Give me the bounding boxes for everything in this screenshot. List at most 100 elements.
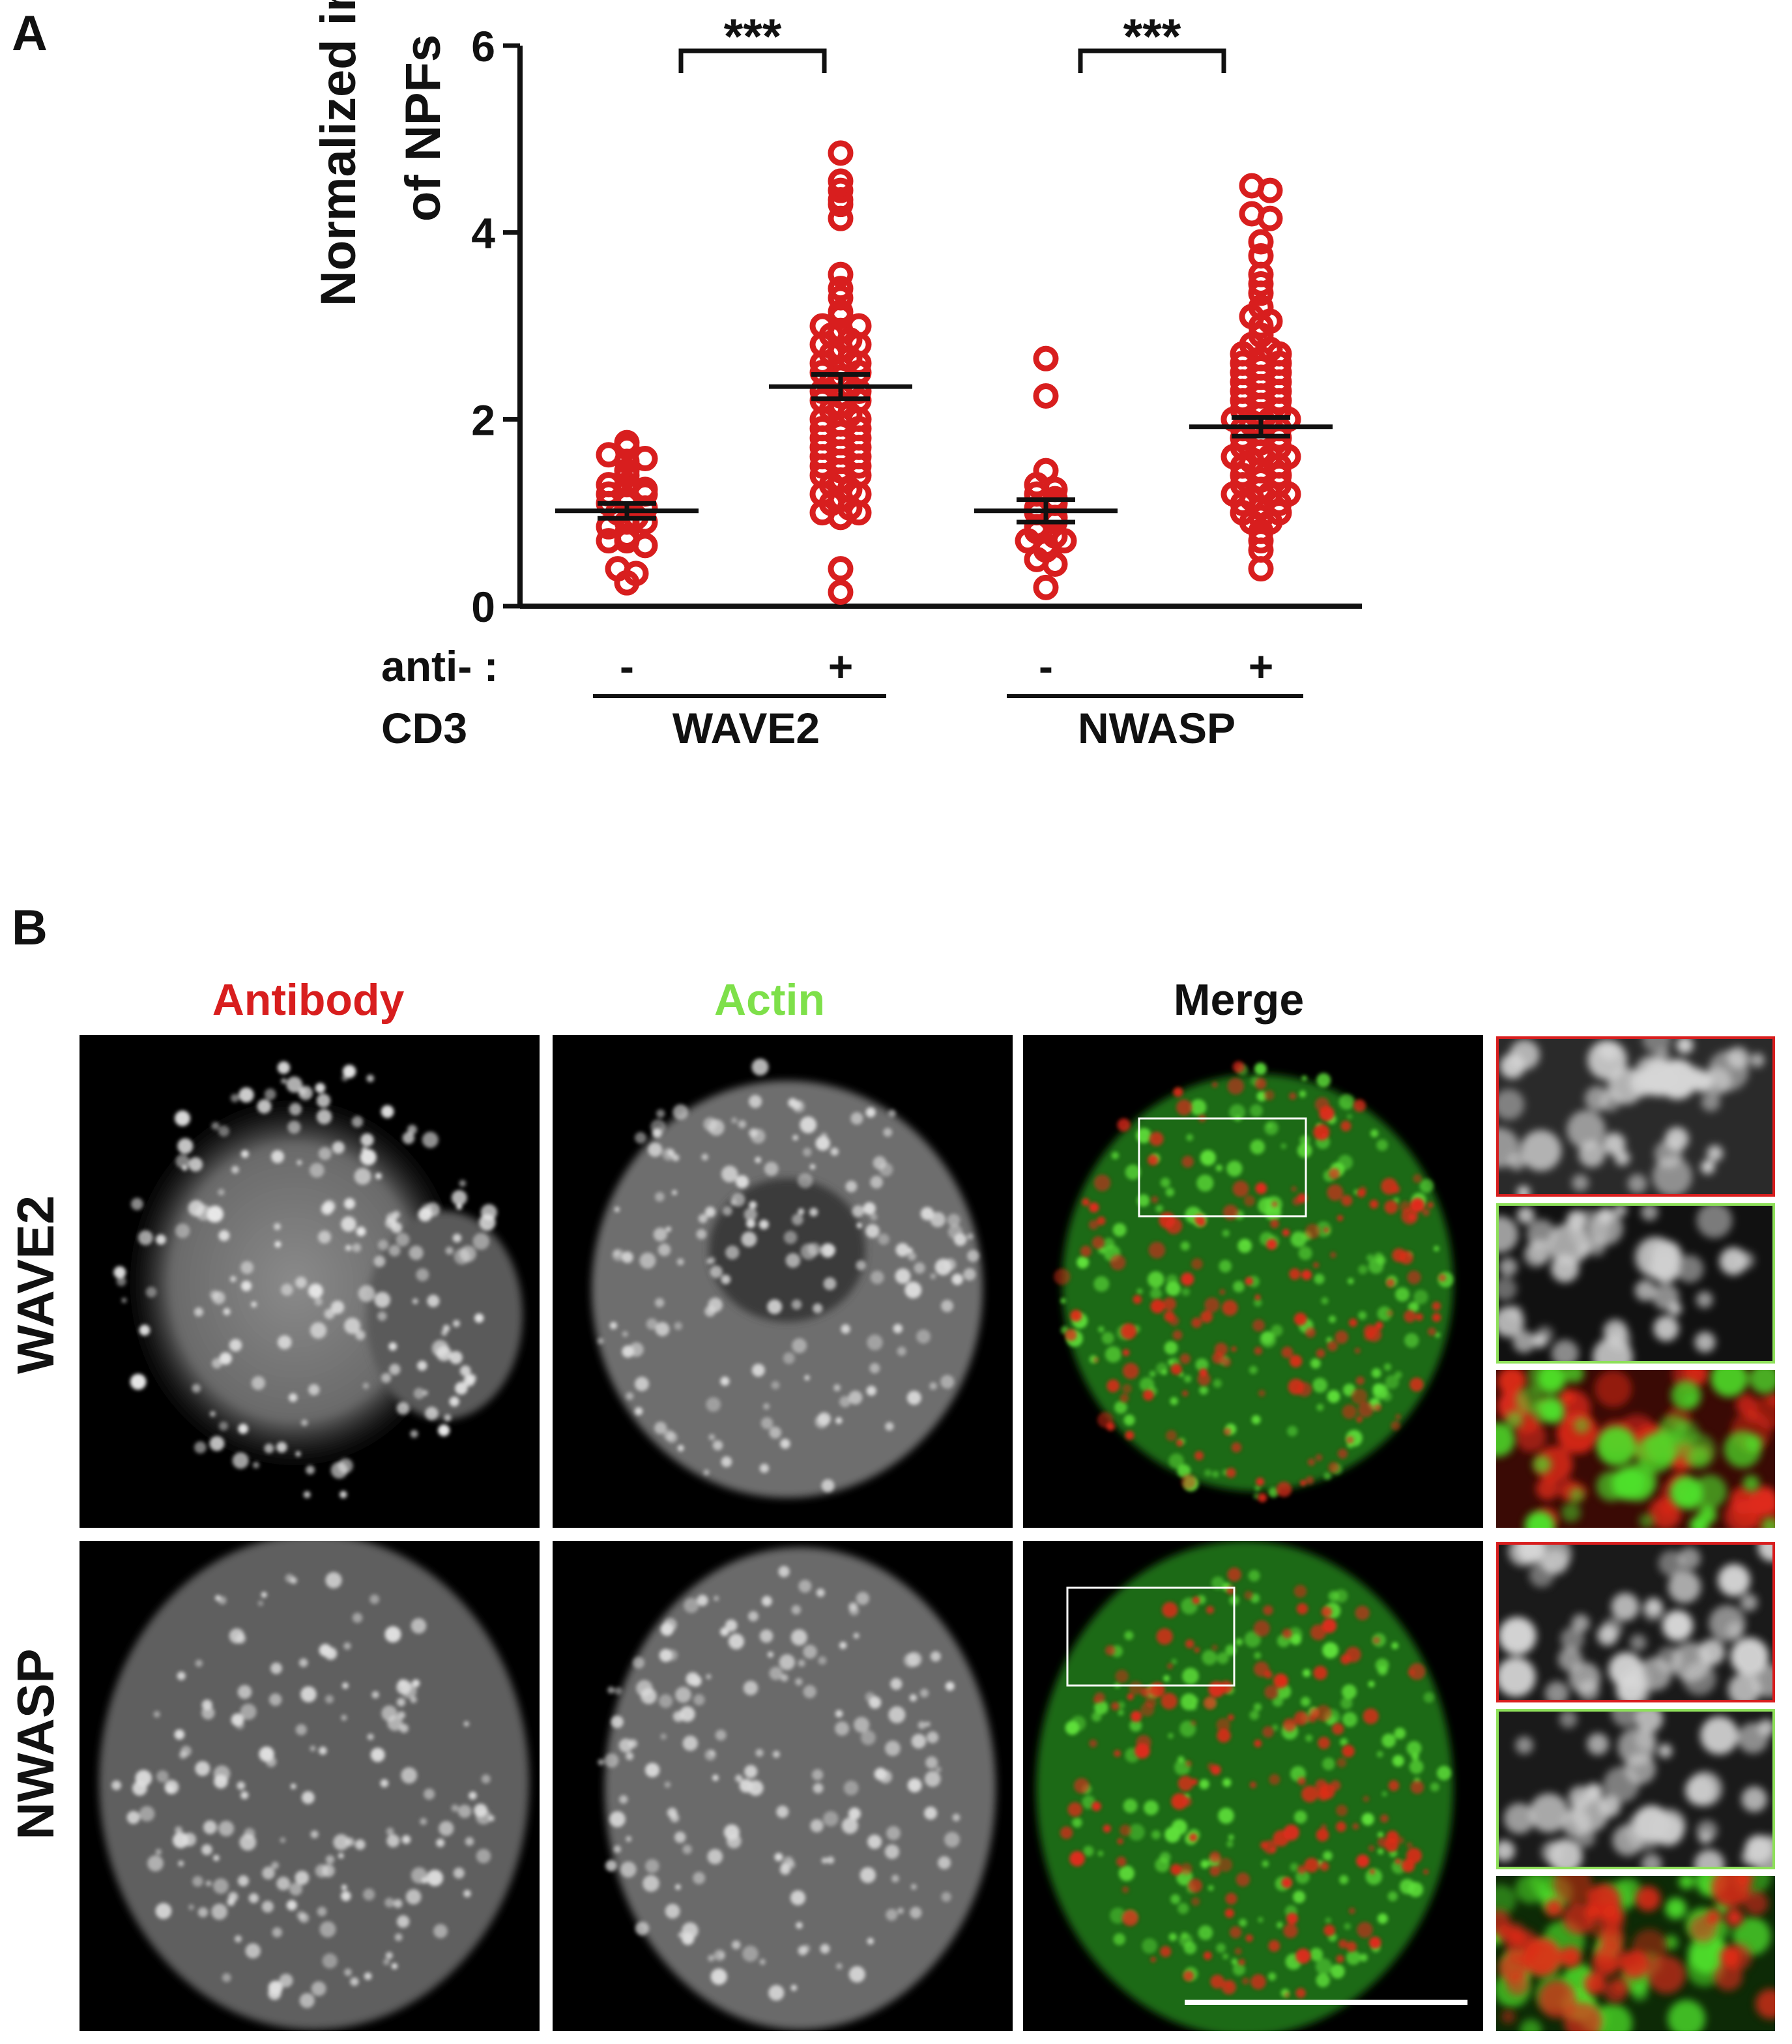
punctum xyxy=(1179,1353,1191,1364)
punctum xyxy=(1679,1876,1695,1890)
punctum xyxy=(1111,1702,1120,1710)
data-point xyxy=(828,276,854,302)
punctum xyxy=(300,1686,317,1702)
punctum xyxy=(1501,2009,1516,2024)
punctum xyxy=(1250,1974,1266,1990)
punctum xyxy=(1181,1272,1194,1286)
wave2-antibody-image xyxy=(79,1035,540,1528)
punctum xyxy=(1103,1238,1115,1249)
data-point xyxy=(828,299,854,325)
punctum xyxy=(1499,1277,1517,1301)
punctum xyxy=(1244,1631,1261,1648)
punctum xyxy=(1082,1198,1090,1206)
punctum xyxy=(1185,1760,1192,1767)
punctum xyxy=(670,1813,680,1822)
punctum xyxy=(270,1662,282,1674)
punctum xyxy=(1120,1323,1137,1339)
significance-label-nwasp: *** xyxy=(1123,9,1181,65)
punctum xyxy=(1387,1309,1394,1317)
punctum xyxy=(810,1819,824,1833)
punctum xyxy=(893,1324,903,1334)
punctum xyxy=(1630,1634,1647,1651)
punctum xyxy=(1361,1813,1374,1826)
punctum xyxy=(322,1953,338,1969)
punctum xyxy=(1585,1086,1610,1111)
punctum xyxy=(257,1099,272,1114)
punctum xyxy=(845,1180,858,1193)
punctum xyxy=(177,1138,194,1154)
punctum xyxy=(890,1678,903,1690)
punctum xyxy=(1190,1099,1207,1116)
punctum xyxy=(341,1216,356,1232)
punctum xyxy=(1228,1714,1234,1721)
punctum xyxy=(1116,1856,1127,1867)
punctum xyxy=(1269,1774,1280,1785)
punctum xyxy=(1499,1216,1518,1253)
punctum xyxy=(1186,1133,1194,1141)
punctum xyxy=(1168,1359,1174,1365)
punctum xyxy=(1191,1897,1200,1906)
punctum xyxy=(1097,1850,1104,1857)
punctum xyxy=(619,1795,628,1804)
punctum xyxy=(1222,1204,1239,1220)
punctum xyxy=(1258,1917,1264,1923)
punctum xyxy=(311,1981,326,1996)
punctum xyxy=(1337,1757,1347,1768)
punctum xyxy=(655,1191,665,1202)
punctum xyxy=(381,1105,394,1118)
punctum xyxy=(1225,1893,1237,1905)
punctum xyxy=(299,1993,315,2008)
punctum xyxy=(341,1891,351,1901)
punctum xyxy=(706,1397,721,1412)
punctum xyxy=(1395,1287,1409,1302)
punctum xyxy=(720,1377,730,1386)
punctum xyxy=(614,1687,622,1695)
punctum xyxy=(635,1377,649,1392)
punctum xyxy=(718,1952,725,1959)
punctum xyxy=(655,1298,665,1307)
punctum xyxy=(439,1820,454,1836)
punctum xyxy=(746,1219,756,1229)
punctum xyxy=(251,1301,257,1307)
punctum xyxy=(1423,1869,1429,1875)
punctum xyxy=(459,1180,467,1187)
punctum xyxy=(1538,1980,1576,2019)
punctum xyxy=(1231,1346,1237,1352)
punctum xyxy=(371,1691,379,1699)
punctum xyxy=(1391,1421,1400,1431)
punctum xyxy=(1750,1053,1765,1068)
punctum xyxy=(792,1100,802,1110)
punctum xyxy=(1140,1687,1151,1697)
punctum xyxy=(203,1820,217,1834)
punctum xyxy=(674,1832,686,1843)
punctum xyxy=(783,1231,798,1244)
punctum xyxy=(776,1805,789,1818)
punctum xyxy=(1320,1824,1327,1830)
punctum xyxy=(238,1087,254,1103)
punctum xyxy=(722,1206,732,1216)
punctum xyxy=(1226,1983,1232,1989)
punctum xyxy=(1290,1863,1299,1872)
punctum xyxy=(884,1844,900,1860)
punctum xyxy=(386,1828,394,1835)
punctum xyxy=(1309,1948,1323,1961)
punctum xyxy=(314,1297,323,1306)
punctum xyxy=(1413,1174,1422,1183)
cd3-row-label: CD3 xyxy=(381,704,467,752)
punctum xyxy=(325,1855,335,1864)
punctum xyxy=(835,1721,850,1736)
punctum xyxy=(1705,1909,1721,1925)
punctum xyxy=(354,1167,371,1185)
punctum xyxy=(201,1844,212,1856)
punctum xyxy=(856,1222,863,1229)
punctum xyxy=(1374,1403,1381,1412)
punctum xyxy=(139,1805,155,1822)
punctum xyxy=(644,1762,660,1777)
punctum xyxy=(863,1202,876,1215)
punctum xyxy=(1587,1733,1609,1755)
punctum xyxy=(1097,1412,1114,1428)
punctum xyxy=(1098,1326,1105,1333)
punctum xyxy=(798,1946,808,1955)
punctum xyxy=(451,1804,459,1812)
punctum xyxy=(1411,1753,1419,1760)
